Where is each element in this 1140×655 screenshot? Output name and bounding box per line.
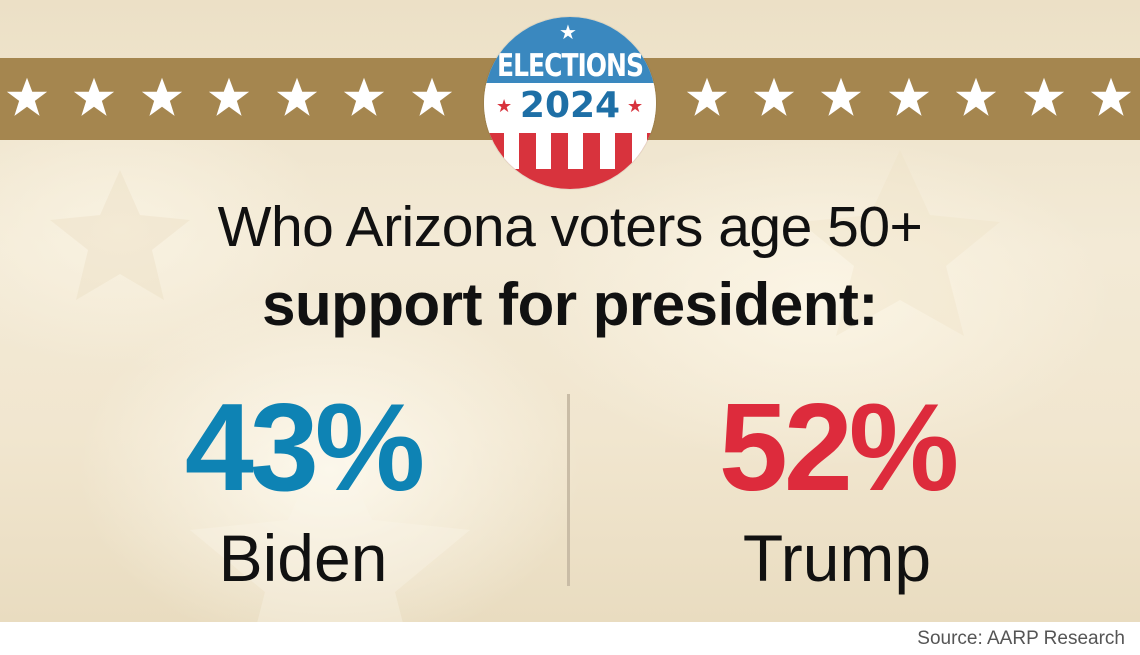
star-icon <box>686 76 728 118</box>
source-credit: Source: AARP Research <box>917 628 1125 649</box>
heading-line-2: support for president: <box>262 271 878 338</box>
star-icon <box>73 76 115 118</box>
star-icon <box>820 76 862 118</box>
star-icon <box>411 76 453 118</box>
star-icon <box>6 76 48 118</box>
badge-white-band <box>484 83 656 133</box>
biden-percent: 43% <box>184 379 425 517</box>
badge-stripe <box>600 133 615 169</box>
infographic-panel: ★ ELECTIONS ★ 2024 ★ Who Arizona voters … <box>0 0 1140 622</box>
star-icon <box>1023 76 1065 118</box>
background-flag-star-shapes <box>50 150 1000 336</box>
star-icon <box>1090 76 1132 118</box>
star-icon: ★ <box>627 96 644 116</box>
trump-percent: 52% <box>718 379 959 517</box>
star-icon <box>276 76 318 118</box>
star-icon <box>888 76 930 118</box>
badge-year: 2024 <box>519 85 621 126</box>
star-icon: ★ <box>559 22 577 44</box>
star-icon <box>343 76 385 118</box>
badge-stripe <box>568 133 583 169</box>
heading-line-1: Who Arizona voters age 50+ <box>217 195 923 259</box>
star-icon <box>141 76 183 118</box>
star-icon <box>955 76 997 118</box>
elections-2024-badge: ★ ELECTIONS ★ 2024 ★ <box>484 17 656 189</box>
badge-blue-field <box>484 17 656 83</box>
star-icon <box>208 76 250 118</box>
badge-stripe <box>504 133 519 169</box>
star-icon: ★ <box>496 96 513 116</box>
trump-label: Trump <box>742 521 932 595</box>
star-icon <box>753 76 795 118</box>
badge-stripe <box>632 133 647 169</box>
divider <box>567 394 570 586</box>
badge-stripe <box>536 133 551 169</box>
badge-label: ELECTIONS <box>497 47 644 84</box>
biden-label: Biden <box>218 521 388 595</box>
